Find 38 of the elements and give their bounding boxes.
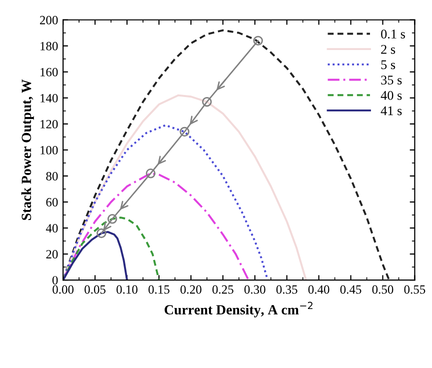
y-tick-label: 100: [40, 146, 58, 154]
y-tick-label: 140: [40, 94, 58, 102]
x-tick-label: 0.55: [404, 285, 426, 294]
legend-label: 2 s: [381, 44, 396, 54]
legend-label: 5 s: [381, 60, 396, 70]
x-tick-label: 0.05: [84, 285, 106, 294]
y-tick-label: 80: [46, 172, 58, 180]
y-tick-label: 200: [40, 16, 58, 24]
point: [180, 126, 190, 137]
point: [202, 96, 212, 107]
point: [146, 168, 156, 178]
y-tick-label: 60: [46, 198, 58, 206]
legend-label: 40 s: [380, 90, 402, 100]
x-tick-label: 0.15: [148, 285, 170, 294]
x-axis-title: Current Density, A cm$^{−2}$: [164, 302, 312, 318]
legend-label: 0.1 s: [381, 30, 406, 39]
x-tick-label: 0.25: [212, 285, 234, 294]
point: [96, 228, 106, 238]
point: [253, 36, 263, 46]
x-tick-label: 0.10: [116, 285, 138, 294]
y-tick-label: 40: [46, 224, 58, 232]
x-tick-label: 0.00: [52, 285, 74, 294]
x-tick-label: 0.20: [180, 285, 202, 294]
x-tick-label: 0.30: [244, 285, 266, 294]
point: [107, 214, 118, 224]
y-tick-label: 160: [40, 68, 58, 76]
line-series: [63, 94, 308, 280]
legend-label: 35 s: [381, 76, 402, 85]
legend-label: 41 s: [380, 106, 402, 116]
x-tick-label: 0.50: [372, 285, 394, 294]
y-axis-title: Stack Power Output, W: [21, 79, 34, 220]
y-tick-label: 0: [52, 276, 58, 285]
y-tick-label: 180: [40, 42, 58, 50]
x-tick-label: 0.40: [308, 285, 330, 294]
y-tick-label: 120: [40, 120, 58, 128]
x-tick-label: 0.45: [340, 285, 362, 294]
x-tick-label: 0.35: [276, 285, 298, 294]
y-tick-label: 20: [46, 250, 58, 258]
